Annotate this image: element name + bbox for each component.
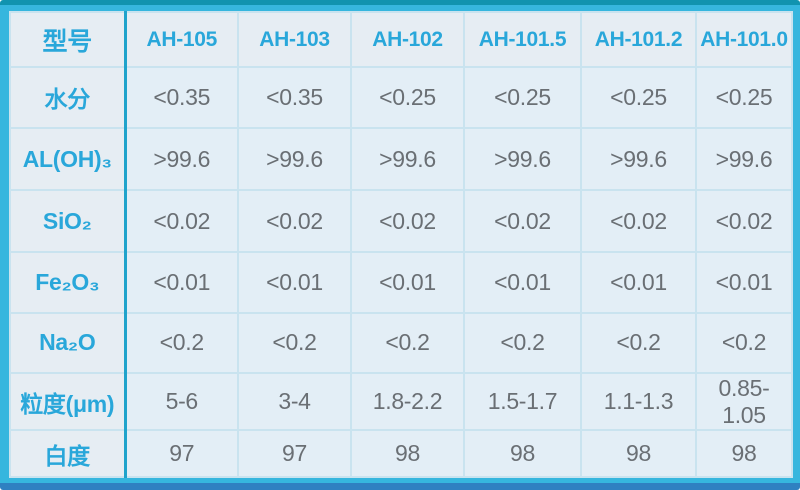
table-cell: 98 (695, 429, 793, 478)
table-cell: 98 (580, 429, 697, 478)
table-cell: <0.2 (350, 311, 465, 374)
table-cell: 98 (463, 429, 582, 478)
column-header-ah105: AH-105 (124, 11, 239, 68)
column-header-ah102: AH-102 (350, 11, 465, 68)
table-cell: >99.6 (237, 126, 352, 192)
table-cell: <0.01 (695, 251, 793, 314)
row-header-whiteness: 白度 (9, 429, 127, 478)
table-row-particle-size: 粒度(μm) 5-6 3-4 1.8-2.2 1.5-1.7 1.1-1.3 0… (9, 371, 793, 432)
table-cell: <0.01 (463, 251, 582, 314)
column-header-ah1010: AH-101.0 (695, 11, 793, 68)
table-cell: >99.6 (695, 126, 793, 192)
table-cell: <0.01 (237, 251, 352, 314)
table-row-whiteness: 白度 97 97 98 98 98 98 (9, 429, 793, 478)
column-header-ah103: AH-103 (237, 11, 352, 68)
table-cell: <0.02 (695, 189, 793, 254)
table-cell: >99.6 (580, 126, 697, 192)
table-cell: <0.02 (237, 189, 352, 254)
table-cell: <0.01 (580, 251, 697, 314)
table-cell: 97 (124, 429, 239, 478)
column-header-ah1012: AH-101.2 (580, 11, 697, 68)
table-cell: <0.25 (695, 66, 793, 129)
table-cell: 3-4 (237, 371, 352, 432)
table-row-sio2: SiO₂ <0.02 <0.02 <0.02 <0.02 <0.02 <0.02 (9, 189, 793, 254)
table-cell: <0.2 (695, 311, 793, 374)
table-cell: 97 (237, 429, 352, 478)
table-cell: 98 (350, 429, 465, 478)
row-header-fe2o3: Fe₂O₃ (9, 251, 127, 314)
table-cell: >99.6 (463, 126, 582, 192)
row-header-na2o: Na₂O (9, 311, 127, 374)
table-cell: <0.02 (463, 189, 582, 254)
table-cell: <0.25 (350, 66, 465, 129)
row-header-aloh3: AL(OH)₃ (9, 126, 127, 192)
table-row-na2o: Na₂O <0.2 <0.2 <0.2 <0.2 <0.2 <0.2 (9, 311, 793, 374)
table-cell: <0.01 (124, 251, 239, 314)
table-row-moisture: 水分 <0.35 <0.35 <0.25 <0.25 <0.25 <0.25 (9, 66, 793, 129)
table-cell: <0.35 (124, 66, 239, 129)
table-cell: 1.5-1.7 (463, 371, 582, 432)
table-cell: <0.2 (580, 311, 697, 374)
table-cell: <0.2 (237, 311, 352, 374)
table-cell: <0.02 (580, 189, 697, 254)
row-header-moisture: 水分 (9, 66, 127, 129)
column-header-ah1015: AH-101.5 (463, 11, 582, 68)
product-spec-table: 型号 AH-105 AH-103 AH-102 AH-101.5 AH-101.… (9, 11, 793, 478)
table-cell: 5-6 (124, 371, 239, 432)
table-cell: <0.02 (124, 189, 239, 254)
row-header-sio2: SiO₂ (9, 189, 127, 254)
table-row-aloh3: AL(OH)₃ >99.6 >99.6 >99.6 >99.6 >99.6 >9… (9, 126, 793, 192)
table-cell: 1.1-1.3 (580, 371, 697, 432)
table-cell: <0.25 (463, 66, 582, 129)
table-cell: >99.6 (350, 126, 465, 192)
table-cell: 0.85-1.05 (695, 371, 793, 432)
row-header-particle-size: 粒度(μm) (9, 371, 127, 432)
table-cell: <0.2 (124, 311, 239, 374)
table-cell: 1.8-2.2 (350, 371, 465, 432)
table-cell: <0.02 (350, 189, 465, 254)
table-cell: <0.01 (350, 251, 465, 314)
corner-header-model: 型号 (9, 11, 127, 68)
header-row: 型号 AH-105 AH-103 AH-102 AH-101.5 AH-101.… (9, 11, 793, 68)
table-row-fe2o3: Fe₂O₃ <0.01 <0.01 <0.01 <0.01 <0.01 <0.0… (9, 251, 793, 314)
table-cell: >99.6 (124, 126, 239, 192)
table-cell: <0.25 (580, 66, 697, 129)
table-cell: <0.2 (463, 311, 582, 374)
table-cell: <0.35 (237, 66, 352, 129)
